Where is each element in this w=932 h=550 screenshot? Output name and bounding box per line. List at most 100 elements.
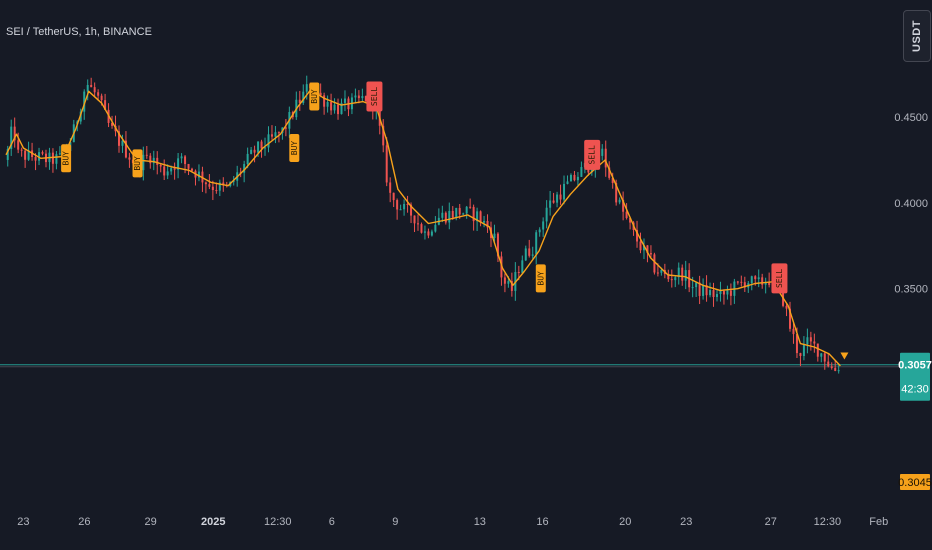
candle-body (34, 156, 37, 161)
time-tick-label: 20 (619, 516, 631, 528)
candle-body (58, 153, 61, 155)
candle (764, 277, 767, 294)
candle (177, 152, 180, 179)
candle-body (246, 153, 249, 165)
candle-body (243, 164, 246, 173)
buy-signal[interactable]: BUY (132, 149, 143, 178)
candle (10, 119, 13, 156)
candle-body (333, 104, 336, 111)
candle-body (111, 122, 114, 126)
candle (743, 276, 746, 292)
candle (802, 336, 805, 361)
candle-body (403, 203, 406, 210)
candle (13, 117, 16, 148)
candle-body (455, 207, 458, 218)
candle (719, 281, 722, 302)
candle-body (97, 92, 100, 96)
last-price-text: 0.3057 (898, 360, 932, 372)
candle-body (809, 337, 812, 342)
candle (277, 131, 280, 143)
candle (681, 264, 684, 286)
candle-body (611, 177, 614, 184)
candle (792, 322, 795, 344)
candle-body (86, 84, 89, 92)
sell-signal[interactable]: SELL (366, 81, 383, 112)
candle (204, 181, 207, 194)
buy-signal[interactable]: BUY (289, 133, 300, 162)
candle (827, 352, 830, 368)
candle (117, 125, 120, 153)
time-tick-label: 9 (392, 516, 398, 528)
candle-body (423, 231, 426, 233)
time-tick-label: 26 (78, 516, 90, 528)
candle-body (799, 353, 802, 357)
candle (698, 275, 701, 305)
candle-body (642, 245, 645, 251)
candle-body (448, 211, 451, 223)
candle-body (698, 282, 701, 296)
candle-body (580, 167, 583, 177)
candle (549, 190, 552, 216)
candle-body (399, 209, 402, 211)
sell-label-box (584, 139, 601, 170)
candle-body (187, 164, 190, 169)
candle-body (250, 149, 253, 154)
sell-label-box (366, 81, 383, 112)
candle-body (670, 279, 673, 281)
candle-body (257, 141, 260, 153)
candle (420, 222, 423, 234)
candle-body (260, 141, 263, 149)
candle-body (24, 150, 27, 160)
time-tick-label: 23 (680, 516, 692, 528)
candle-body (462, 213, 465, 215)
candle-body (604, 148, 607, 168)
candle (246, 147, 249, 169)
candle (576, 172, 579, 187)
candle (726, 285, 729, 300)
candle (823, 352, 826, 370)
candle (413, 215, 416, 233)
buy-label-box (535, 264, 546, 293)
price-panel: 0.3057 42:30 0.3045 (898, 352, 932, 490)
candle-body (802, 344, 805, 357)
candle-body (726, 290, 729, 295)
candle-body (618, 199, 621, 203)
candle (653, 252, 656, 275)
sell-signal[interactable]: SELL (584, 139, 601, 170)
candle-body (549, 200, 552, 208)
candle-body (576, 176, 579, 181)
candle-body (277, 132, 280, 134)
time-axis[interactable]: 23 26 29 2025 12:30 6 9 13 16 20 23 27 12:30 Feb (17, 516, 888, 528)
candle-body (361, 96, 364, 99)
candle-body (785, 305, 788, 309)
candle (406, 195, 409, 213)
candle (166, 164, 169, 180)
candle (729, 283, 732, 306)
buy-signal[interactable]: BUY (535, 264, 546, 293)
candle (503, 273, 506, 293)
candle-body (827, 361, 830, 367)
currency-label: USDT (911, 20, 923, 52)
currency-button[interactable]: USDT (903, 10, 931, 62)
candle (323, 92, 326, 115)
buy-signal[interactable]: BUY (61, 144, 72, 173)
candle (569, 173, 572, 182)
candle-body (761, 277, 764, 285)
candle-body (674, 277, 677, 281)
candle (837, 365, 840, 374)
candle-body (451, 211, 454, 218)
buy-label-text: BUY (62, 151, 71, 166)
time-tick-label: 13 (474, 516, 486, 528)
sell-signal[interactable]: SELL (771, 263, 788, 294)
price-axis[interactable]: 0.4500 0.4000 0.3500 (894, 112, 928, 296)
buy-signal[interactable]: BUY (309, 82, 320, 111)
candle-body (590, 168, 593, 173)
candle (215, 182, 218, 194)
candle (389, 177, 392, 203)
candle-body (715, 294, 718, 298)
candle (695, 282, 698, 297)
candle (496, 232, 499, 263)
candle-body (764, 282, 767, 285)
